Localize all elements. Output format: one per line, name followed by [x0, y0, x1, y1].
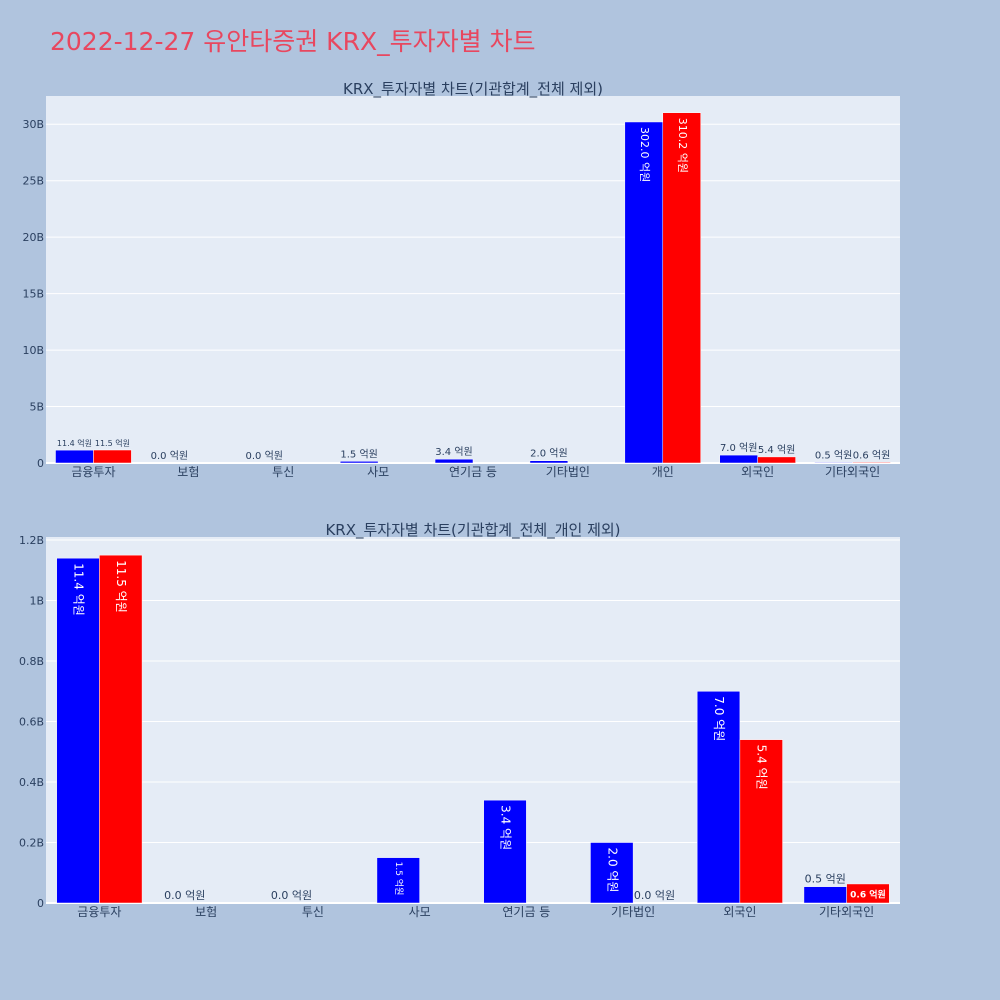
- y-tick-label: 0: [37, 457, 44, 470]
- data-label: 0.0 억원: [164, 889, 205, 902]
- bar: [719, 454, 758, 464]
- plot-area: [46, 96, 900, 463]
- x-tick-label: 보험: [195, 905, 217, 919]
- bar: [814, 462, 853, 464]
- bar: [662, 112, 701, 464]
- page-title: 2022-12-27 유안타증권 KRX_투자자별 차트: [50, 27, 536, 56]
- data-label: 2.0 억원: [605, 848, 619, 893]
- y-tick-label: 1B: [29, 595, 44, 608]
- x-tick-label: 금융투자: [71, 465, 115, 479]
- x-tick-label: 기타외국인: [825, 465, 880, 479]
- bar: [376, 857, 420, 904]
- x-tick-label: 연기금 등: [449, 465, 497, 479]
- data-label: 0.0 억원: [271, 889, 312, 902]
- x-tick-label: 외국인: [723, 905, 756, 919]
- x-tick-label: 개인: [652, 465, 674, 479]
- bar: [803, 886, 847, 904]
- data-label: 0.5 억원: [805, 873, 846, 886]
- bar: [434, 458, 474, 464]
- data-label: 0.6 억원: [853, 449, 890, 461]
- data-label: 0.0 억원: [151, 450, 188, 462]
- data-label: 1.5 억원: [393, 862, 405, 896]
- data-label: 3.4 억원: [435, 446, 472, 458]
- y-tick-label: 1.2B: [19, 534, 44, 547]
- bar: [483, 799, 527, 904]
- x-tick-label: 기타외국인: [819, 905, 874, 919]
- y-tick-label: 0: [37, 897, 44, 910]
- bar: [739, 739, 783, 904]
- data-label: 0.5 억원: [815, 449, 852, 461]
- x-tick-label: 연기금 등: [502, 905, 550, 919]
- chart-excluding-institutions-and-individuals: 0 0.2B 0.4B 0.6B 0.8B 1B 1.2B KRX_투자자별 차트(기관합계_…: [19, 521, 900, 919]
- y-tick-label: 30B: [22, 118, 44, 131]
- chart-excluding-institutions: 0 5B 10B 15B 20B 25B 30B KRX_투자자별 차트(기관합계_전체 제외…: [22, 80, 900, 479]
- y-tick-label: 10B: [22, 344, 44, 357]
- data-label: 1.5 억원: [340, 448, 377, 460]
- x-tick-label: 기타법인: [546, 465, 590, 479]
- bar: [93, 449, 132, 464]
- bar: [757, 456, 796, 464]
- data-label: 302.0 억원: [638, 127, 651, 182]
- bar: [846, 883, 890, 904]
- bar: [852, 462, 891, 464]
- bar: [339, 461, 379, 464]
- y-tick-label: 0.8B: [19, 655, 44, 668]
- x-tick-label: 사모: [367, 465, 389, 479]
- data-label: 0.0 억원: [634, 889, 675, 902]
- data-label: 310.2 억원: [676, 118, 689, 173]
- bar: [696, 691, 741, 904]
- bar: [55, 449, 94, 464]
- x-tick-label: 기타법인: [611, 905, 655, 919]
- data-label: 7.0 억원: [720, 442, 757, 454]
- x-tick-label: 외국인: [741, 465, 774, 479]
- data-label: 2.0 억원: [530, 448, 567, 460]
- data-label: 11.5 억원: [95, 438, 130, 448]
- x-tick-label: 금융투자: [77, 905, 121, 919]
- data-label: 11.4 억원: [57, 438, 92, 448]
- data-label: 5.4 억원: [758, 444, 795, 456]
- bar: [624, 121, 664, 464]
- bar: [99, 554, 143, 904]
- y-tick-label: 25B: [22, 175, 44, 188]
- data-label: 0.0 억원: [246, 450, 283, 462]
- y-tick-label: 15B: [22, 288, 44, 301]
- y-tick-label: 0.2B: [19, 837, 44, 850]
- x-tick-label: 투신: [272, 465, 294, 479]
- bar: [56, 557, 100, 904]
- data-label: 7.0 억원: [712, 696, 726, 741]
- data-label: 11.5 억원: [114, 560, 128, 613]
- chart-title: KRX_투자자별 차트(기관합계_전체 제외): [343, 80, 603, 99]
- y-tick-label: 0.4B: [19, 776, 44, 789]
- x-tick-label: 투신: [302, 905, 324, 919]
- y-tick-label: 20B: [22, 231, 44, 244]
- chart-title: KRX_투자자별 차트(기관합계_전체_개인 제외): [325, 521, 620, 540]
- y-tick-label: 5B: [29, 401, 44, 414]
- y-tick-label: 0.6B: [19, 716, 44, 729]
- bar: [529, 460, 569, 464]
- data-label: 3.4 억원: [499, 805, 513, 850]
- data-label: 11.4 억원: [72, 563, 86, 616]
- data-label: 0.6 억원: [850, 888, 886, 900]
- x-tick-label: 사모: [409, 905, 431, 919]
- bar: [590, 842, 634, 904]
- data-label: 5.4 억원: [755, 745, 769, 790]
- x-tick-label: 보험: [177, 465, 199, 479]
